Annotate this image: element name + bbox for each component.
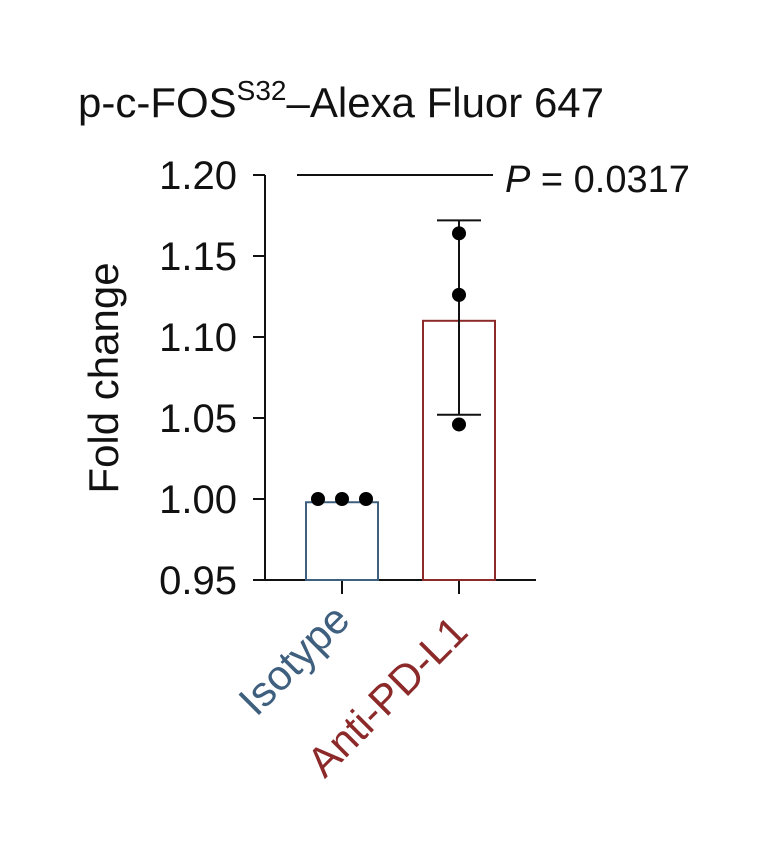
x-axis xyxy=(265,579,536,594)
significance-annotation: P = 0.0317 xyxy=(297,159,690,201)
bar xyxy=(305,501,379,581)
error-bars xyxy=(437,219,481,416)
chart-title-suffix: –Alexa Fluor 647 xyxy=(287,79,605,126)
chart-title-superscript: S32 xyxy=(237,75,287,106)
y-tick-label: 1.00 xyxy=(159,478,237,522)
data-point xyxy=(335,492,349,506)
data-point xyxy=(452,226,466,241)
y-tick-label: 1.05 xyxy=(159,397,237,441)
x-category-label: Isotype xyxy=(229,595,358,724)
data-point xyxy=(452,417,466,432)
y-tick-label: 1.10 xyxy=(159,316,237,360)
y-axis: 0.95 1.00 1.05 1.10 1.15 1.20 xyxy=(159,154,266,603)
chart-title: p-c-FOSS32–Alexa Fluor 647 xyxy=(78,75,604,126)
p-value-text: = 0.0317 xyxy=(530,159,690,201)
y-tick-label: 1.15 xyxy=(159,235,237,279)
y-axis-label: Fold change xyxy=(80,262,127,493)
data-point xyxy=(452,287,466,302)
data-point xyxy=(359,492,373,506)
p-value-label: P = 0.0317 xyxy=(505,159,690,201)
y-tick-label: 1.20 xyxy=(159,154,237,198)
data-points xyxy=(311,226,466,506)
bars xyxy=(305,319,496,581)
chart-title-main: p-c-FOS xyxy=(78,79,237,126)
data-point xyxy=(311,492,325,506)
p-value-symbol: P xyxy=(505,159,531,201)
y-tick-label: 0.95 xyxy=(159,559,237,603)
